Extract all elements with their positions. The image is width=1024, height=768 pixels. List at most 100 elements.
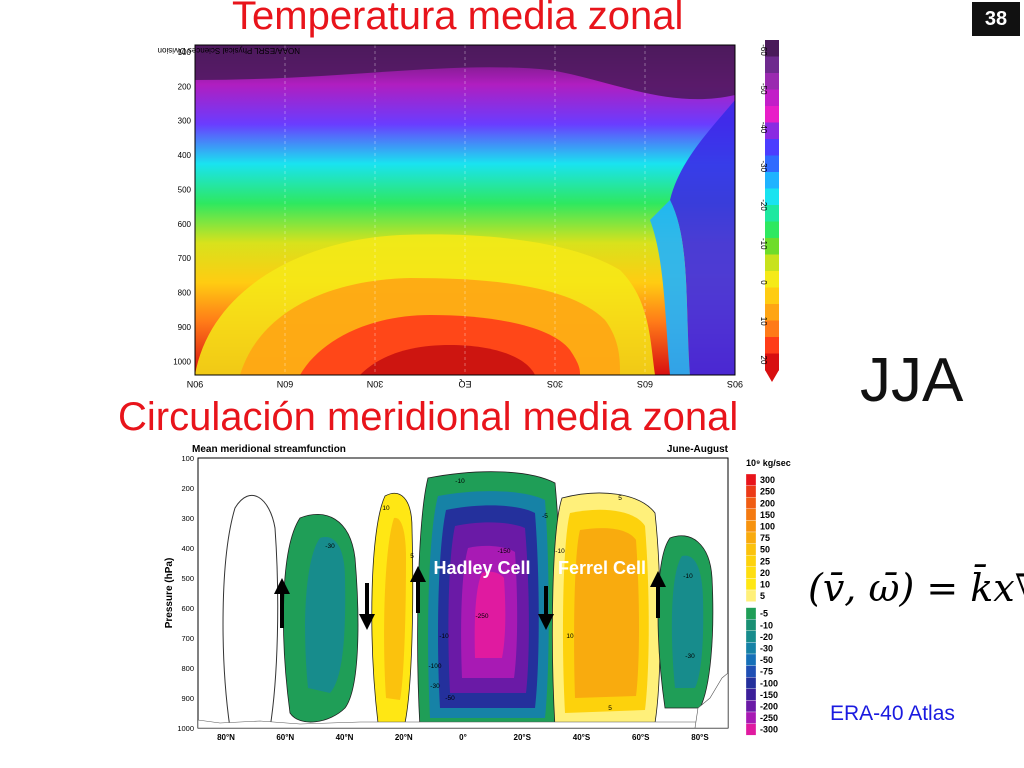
temperature-colorbar-tick: -20 [759,199,768,211]
temperature-colorbar-segment [765,254,779,272]
temperature-ytick-label: 600 [178,220,192,229]
temperature-colorbar-segment [765,287,779,305]
streamfunction-contour-label: 10 [382,505,390,512]
temperature-colorbar-segment [765,271,779,288]
streamfunction-legend-swatch [745,700,757,713]
streamfunction-contour-label: -30 [430,683,440,690]
temperature-colorbar-segment [765,56,779,74]
temperature-xtick-label: 60N [277,379,294,389]
hadley-cell-label: Hadley Cell [433,558,530,578]
temperature-xtick-label: 30N [367,379,384,389]
streamfunction-contour-label: 5 [608,705,612,712]
streamfunction-formula: (v̄, ω̄) = k̄x∇ψ̄ [808,566,1024,610]
temperature-colorbar-segment [765,89,779,107]
streamfunction-title: Mean meridional streamfunction [192,444,346,455]
temperature-colorbar-tick: -50 [759,83,768,95]
temperature-ytick-label: 400 [178,151,192,160]
streamfunction-legend-label: 5 [760,591,765,601]
streamfunction-legend-swatch [745,619,757,631]
streamfunction-legend-swatch [745,555,757,567]
streamfunction-xtick-label: 20°N [395,733,413,742]
streamfunction-contour-label: -10 [683,573,693,580]
streamfunction-legend-swatch [745,508,757,521]
ferrel-cell-label: Ferrel Cell [558,558,646,578]
streamfunction-contour-label: 5 [618,495,622,502]
streamfunction-legend-label: -50 [760,655,773,665]
temperature-colorbar-segment [765,320,779,338]
streamfunction-ytick-label: 1000 [177,724,194,733]
streamfunction-contour-label: -150 [497,548,510,555]
streamfunction-ytick-label: 500 [181,574,194,583]
temperature-ytick-label: 200 [178,82,192,91]
temperature-colorbar-tick: 20 [759,356,768,365]
streamfunction-legend-label: 200 [760,498,775,508]
temperature-ytick-label: 1000 [173,357,191,366]
temperature-colorbar-segment [765,139,779,156]
temperature-ytick-label: 700 [178,254,192,263]
temperature-colorbar-segment [765,337,779,354]
streamfunction-legend-label: -250 [760,713,778,723]
streamfunction-legend-label: -75 [760,667,773,677]
streamfunction-contour-label: 5 [410,553,414,560]
temperature-xtick-label: 90S [727,379,743,389]
streamfunction-ytick-label: 800 [181,664,194,673]
streamfunction-legend-swatch [745,711,757,724]
streamfunction-legend-swatch [745,485,757,498]
streamfunction-ytick-label: 300 [181,514,194,523]
streamfunction-xtick-label: 60°N [276,733,294,742]
streamfunction-legend-swatch [745,543,757,556]
streamfunction-legend-label: 250 [760,487,775,497]
temperature-colorbar-segment [765,73,779,90]
temperature-colorbar-tick: 0 [759,280,768,285]
temperature-colorbar-segment [765,238,779,255]
streamfunction-contour-label: 10 [566,633,574,640]
streamfunction-xtick-label: 40°S [573,733,591,742]
streamfunction-legend-label: 150 [760,510,775,520]
temperature-ytick-label: 300 [178,117,192,126]
circulation-title: Circulación meridional media zonal [118,395,739,439]
streamfunction-contour-label: -5 [542,513,548,520]
streamfunction-xtick-label: 0° [459,733,467,742]
streamfunction-legend-label: -10 [760,620,773,630]
temperature-colorbar-tick: -10 [759,238,768,250]
streamfunction-legend-swatch [745,578,757,591]
streamfunction-contour-label: -100 [428,663,441,670]
temperature-colorbar-segment [765,353,779,371]
temperature-colorbar-segment [765,221,779,239]
streamfunction-contour-label: -50 [445,695,455,702]
streamfunction-ytick-label: 600 [181,604,194,613]
up-arrow-10n [410,566,426,613]
streamfunction-contour-label: -10 [555,548,565,555]
streamfunction-legend-swatch [745,677,757,689]
streamfunction-ylabel: Pressure (hPa) [164,558,175,629]
up-arrow-60s [650,571,666,618]
streamfunction-chart: Mean meridional streamfunction June-Augu… [164,444,791,742]
temperature-colorbar-segment [765,188,779,206]
streamfunction-legend-label: -200 [760,702,778,712]
streamfunction-legend-label: 300 [760,475,775,485]
season-label: JJA [860,346,964,415]
streamfunction-contour-label: -10 [455,478,465,485]
streamfunction-xtick-label: 80°N [217,733,235,742]
streamfunction-legend-label: -30 [760,644,773,654]
streamfunction-legend-label: 20 [760,568,770,578]
streamfunction-legend-swatch [745,497,757,509]
streamfunction-legend-swatch [745,723,757,736]
streamfunction-legend-swatch [745,607,757,620]
temperature-xtick-label: 60S [637,379,653,389]
streamfunction-legend-label: 10 [760,580,770,590]
streamfunction-legend-label: -20 [760,632,773,642]
temperature-colorbar-tick: -30 [759,160,768,172]
streamfunction-ytick-label: 100 [181,454,194,463]
up-arrow-60n [274,578,290,628]
temperature-colorbar-segment [765,122,779,140]
temperature-xtick-label: 90N [187,379,204,389]
data-source-credit: ERA-40 Atlas [830,702,955,725]
temperature-colorbar-segment [765,172,779,189]
streamfunction-ytick-label: 400 [181,544,194,553]
streamfunction-legend-label: -300 [760,725,778,735]
streamfunction-legend-swatch [745,688,757,701]
streamfunction-legend-label: 50 [760,545,770,555]
temperature-colorbar-end [765,370,779,382]
temperature-colorbar-segment [765,40,779,57]
